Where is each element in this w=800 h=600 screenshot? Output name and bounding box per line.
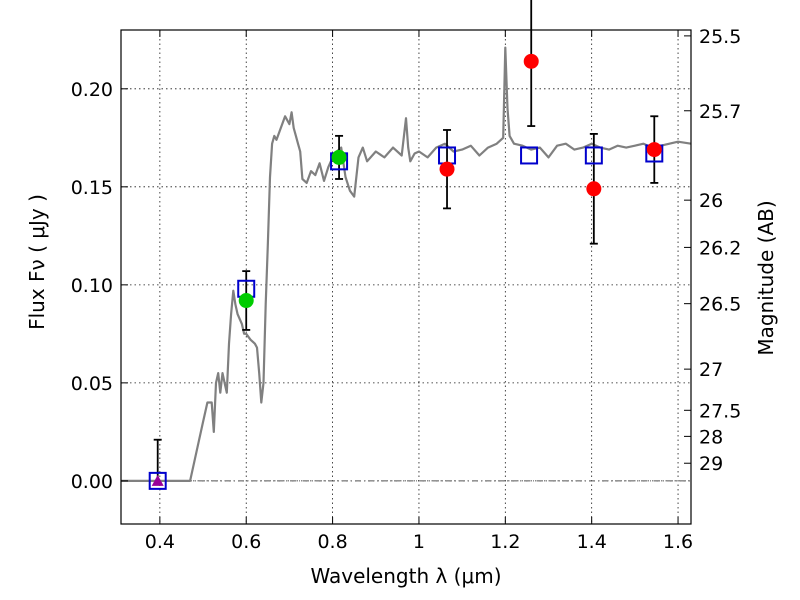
magnitude-tick-label: 28: [699, 426, 723, 448]
observed-flux-point: [523, 53, 539, 69]
x-tick-label: 1: [413, 531, 425, 553]
x-tick-label: 1.4: [577, 531, 607, 553]
y-axis-label: Flux Fν ( μJy ): [25, 194, 49, 330]
chart-marks: [121, 0, 692, 490]
x-tick-label: 1.6: [663, 531, 693, 553]
observed-flux-point: [586, 181, 602, 197]
y-axis-right-label: Magnitude (AB): [754, 200, 778, 355]
y-tick-label: 0.00: [71, 471, 113, 493]
observed-flux-point: [646, 142, 662, 158]
grid: [121, 30, 691, 524]
magnitude-tick-label: 25.5: [699, 26, 741, 48]
y-tick-label: 0.15: [71, 177, 113, 199]
magnitude-tick-label: 25.7: [699, 101, 741, 123]
model-photometry-square: [520, 146, 539, 165]
model-photometry-square: [148, 471, 167, 490]
x-tick-label: 0.4: [145, 531, 175, 553]
magnitude-tick-label: 27: [699, 359, 723, 381]
upper-limit-triangle: [151, 474, 164, 486]
magnitude-tick-label: 29: [699, 453, 723, 475]
y-tick-label: 0.05: [71, 373, 113, 395]
observed-flux-point: [331, 149, 347, 165]
observed-flux-point: [439, 161, 455, 177]
plot-frame: [120, 29, 692, 525]
x-tick-label: 1.2: [490, 531, 520, 553]
observed-flux-point: [238, 293, 254, 309]
magnitude-tick-label: 26.2: [699, 237, 741, 259]
magnitude-tick-label: 26: [699, 190, 723, 212]
y-tick-label: 0.20: [71, 79, 113, 101]
tick-marks: 0.4 0.6 0.8 1 1.2 1.4 1.6 0.00 0.05 0.10 0.15 0.20 2…: [71, 26, 742, 553]
x-axis-label: Wavelength λ (μm): [310, 564, 501, 588]
model-sed-line: [121, 46, 692, 482]
x-tick-label: 0.6: [231, 531, 261, 553]
y-tick-label: 0.10: [71, 275, 113, 297]
x-tick-label: 0.8: [317, 531, 347, 553]
model-photometry-square: [584, 146, 603, 165]
magnitude-tick-label: 27.5: [699, 400, 741, 422]
magnitude-tick-label: 26.5: [699, 294, 741, 316]
